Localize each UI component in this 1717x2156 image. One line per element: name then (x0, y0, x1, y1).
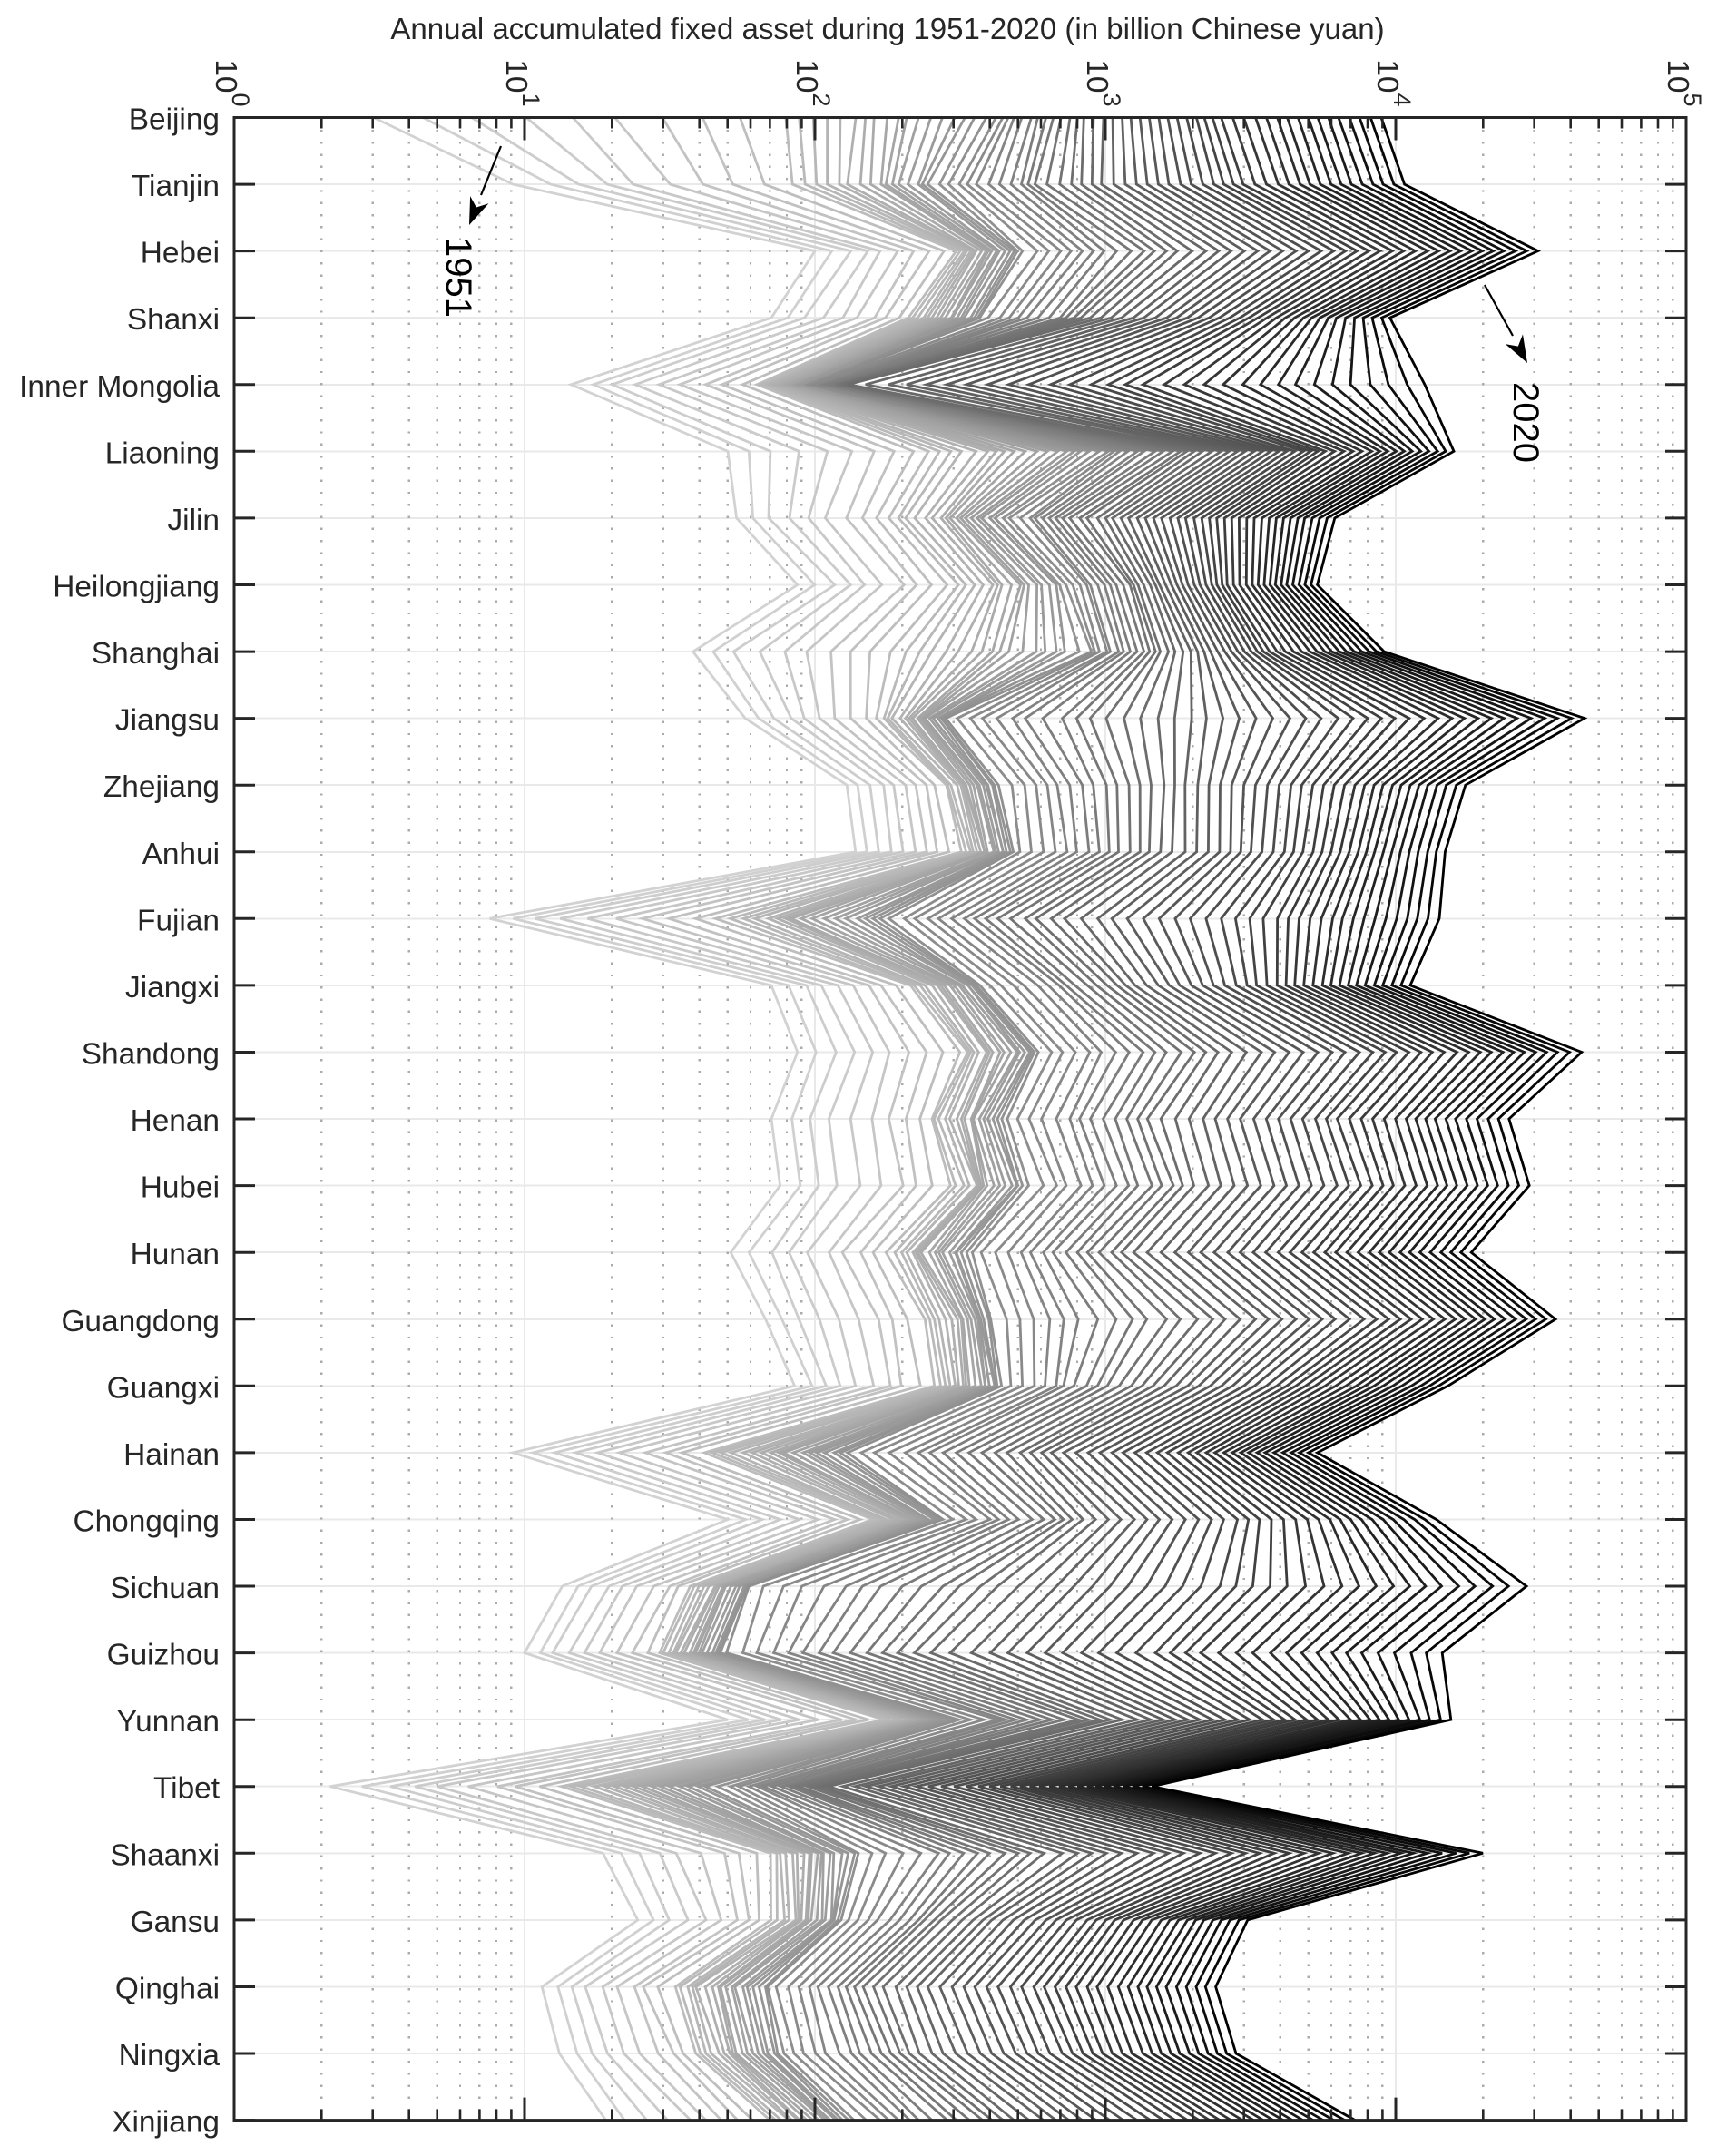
svg-text:Shanghai: Shanghai (92, 637, 220, 671)
svg-text:Guangdong: Guangdong (61, 1305, 220, 1338)
svg-text:Heilongjiang: Heilongjiang (53, 571, 220, 604)
svg-text:Inner Mongolia: Inner Mongolia (19, 370, 220, 404)
svg-text:Qinghai: Qinghai (115, 1973, 220, 2006)
svg-text:Beijing: Beijing (129, 103, 220, 137)
svg-text:Shanxi: Shanxi (127, 303, 220, 337)
svg-text:Liaoning: Liaoning (105, 436, 220, 470)
svg-text:Shaanxi: Shaanxi (110, 1838, 220, 1872)
svg-text:Henan: Henan (131, 1104, 220, 1138)
svg-text:1951: 1951 (438, 237, 478, 318)
svg-text:Ningxia: Ningxia (119, 2039, 221, 2073)
svg-text:Jiangxi: Jiangxi (125, 971, 220, 1004)
svg-text:Jiangsu: Jiangsu (115, 704, 220, 738)
svg-text:2020: 2020 (1506, 382, 1545, 463)
svg-text:Chongqing: Chongqing (73, 1505, 220, 1539)
svg-text:Anhui: Anhui (142, 838, 220, 871)
svg-text:Hunan: Hunan (131, 1238, 220, 1271)
svg-text:Tianjin: Tianjin (132, 170, 220, 203)
svg-text:Xinjiang: Xinjiang (112, 2106, 220, 2140)
svg-text:Hainan: Hainan (123, 1438, 220, 1472)
svg-text:Yunnan: Yunnan (117, 1705, 220, 1739)
svg-text:Shandong: Shandong (82, 1038, 220, 1072)
svg-text:Tibet: Tibet (153, 1772, 221, 1806)
svg-text:Annual accumulated fixed asset: Annual accumulated fixed asset during 19… (390, 12, 1384, 45)
svg-text:Gansu: Gansu (131, 1906, 220, 1939)
svg-text:Guangxi: Guangxi (107, 1371, 220, 1405)
svg-text:Sichuan: Sichuan (110, 1572, 220, 1605)
svg-text:Fujian: Fujian (137, 904, 220, 937)
svg-text:Hebei: Hebei (141, 237, 220, 270)
svg-text:Jilin: Jilin (167, 504, 220, 537)
svg-text:Guizhou: Guizhou (107, 1639, 220, 1672)
svg-text:Zhejiang: Zhejiang (103, 770, 220, 804)
svg-text:Hubei: Hubei (141, 1171, 220, 1205)
